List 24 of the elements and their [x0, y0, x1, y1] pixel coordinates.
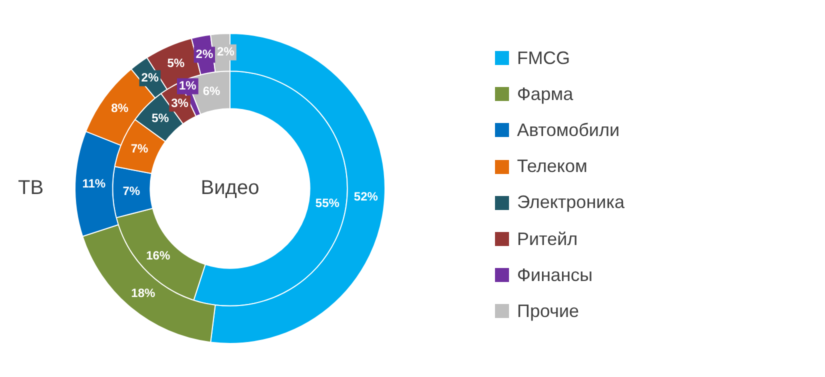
- legend-label: FMCG: [517, 48, 570, 69]
- legend-label: Автомобили: [517, 120, 620, 141]
- legend-label: Телеком: [517, 156, 588, 178]
- data-label: 5%: [167, 56, 185, 70]
- legend-label: Электроника: [517, 192, 624, 214]
- data-label: 2%: [141, 70, 159, 85]
- data-label: 7%: [130, 142, 148, 156]
- legend-label: Фарма: [517, 84, 574, 105]
- data-label: 52%: [354, 189, 378, 204]
- data-label: 6%: [202, 84, 221, 98]
- data-label: 11%: [82, 176, 106, 191]
- data-label: 5%: [152, 111, 170, 126]
- data-label: 2%: [196, 47, 214, 62]
- legend-label: Прочие: [517, 300, 580, 322]
- data-label: 16%: [146, 248, 170, 262]
- data-label: 18%: [131, 286, 156, 300]
- legend-label: Финансы: [517, 264, 593, 286]
- legend-label: Ритейл: [517, 228, 578, 250]
- data-label: 8%: [111, 100, 129, 115]
- slice-label: ТВ: [18, 177, 44, 200]
- data-label: 7%: [122, 184, 140, 198]
- data-label: 2%: [217, 44, 235, 59]
- data-label: 55%: [315, 196, 340, 210]
- slice-label: Видео: [200, 177, 260, 200]
